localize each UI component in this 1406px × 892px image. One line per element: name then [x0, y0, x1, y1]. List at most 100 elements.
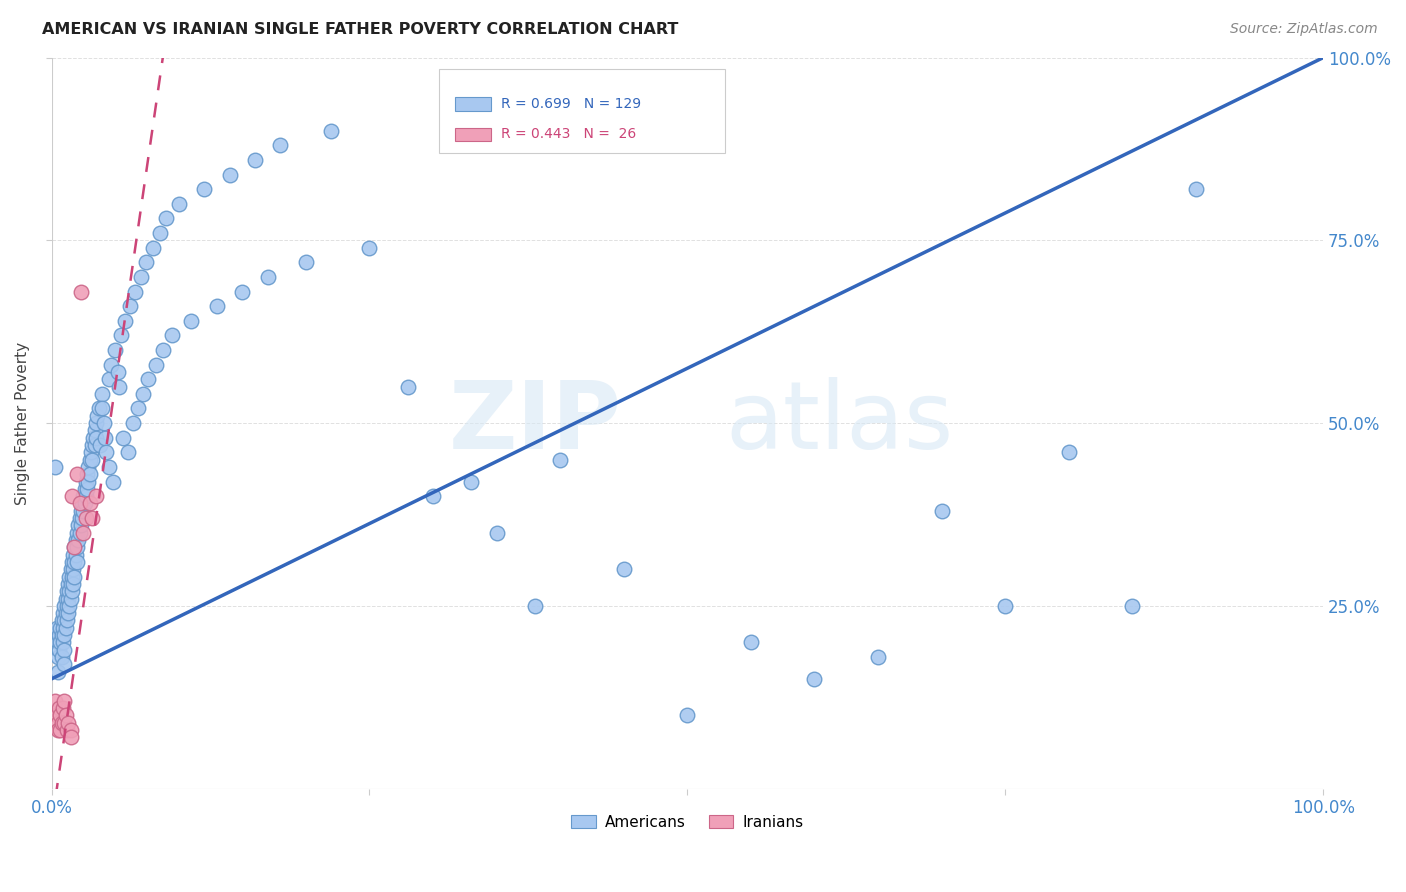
- Point: [55, 606, 77, 620]
- Point: [53, 614, 76, 628]
- Point: [84, 489, 107, 503]
- Point: [59, 731, 82, 745]
- Point: [59, 723, 82, 737]
- Point: [75, 489, 97, 503]
- Point: [104, 343, 127, 357]
- Point: [114, 314, 136, 328]
- Point: [96, 445, 118, 459]
- Point: [94, 431, 117, 445]
- Point: [75, 475, 97, 489]
- Point: [613, 562, 636, 576]
- Point: [1057, 445, 1080, 459]
- Point: [72, 504, 94, 518]
- Point: [51, 614, 73, 628]
- Point: [55, 708, 77, 723]
- Point: [46, 650, 69, 665]
- Point: [803, 672, 825, 686]
- Point: [62, 562, 84, 576]
- Point: [69, 285, 91, 299]
- Point: [60, 555, 83, 569]
- Point: [59, 577, 82, 591]
- Point: [142, 241, 165, 255]
- Point: [100, 358, 122, 372]
- Point: [44, 459, 66, 474]
- Point: [218, 168, 240, 182]
- Point: [56, 577, 79, 591]
- Point: [72, 489, 94, 503]
- Point: [548, 452, 571, 467]
- Point: [155, 211, 177, 226]
- Point: [52, 606, 75, 620]
- Point: [66, 467, 89, 482]
- Point: [82, 431, 104, 445]
- Point: [269, 138, 291, 153]
- Point: [145, 358, 167, 372]
- Point: [79, 496, 101, 510]
- Point: [56, 715, 79, 730]
- Point: [56, 591, 79, 606]
- Point: [52, 621, 75, 635]
- Point: [65, 533, 87, 547]
- Point: [89, 438, 111, 452]
- Point: [422, 489, 444, 503]
- Point: [55, 621, 77, 635]
- Point: [84, 416, 107, 430]
- Text: AMERICAN VS IRANIAN SINGLE FATHER POVERTY CORRELATION CHART: AMERICAN VS IRANIAN SINGLE FATHER POVERT…: [42, 22, 679, 37]
- Point: [60, 584, 83, 599]
- Point: [83, 438, 105, 452]
- Point: [79, 452, 101, 467]
- Point: [56, 723, 79, 737]
- Point: [129, 269, 152, 284]
- Point: [67, 533, 90, 547]
- Point: [523, 599, 546, 613]
- Point: [101, 475, 124, 489]
- Point: [58, 599, 80, 613]
- Point: [231, 285, 253, 299]
- Point: [53, 599, 76, 613]
- Point: [63, 541, 86, 555]
- Point: [53, 642, 76, 657]
- Point: [60, 489, 83, 503]
- Point: [180, 314, 202, 328]
- Point: [84, 431, 107, 445]
- Point: [132, 387, 155, 401]
- Point: [60, 569, 83, 583]
- Point: [53, 628, 76, 642]
- Point: [53, 694, 76, 708]
- Point: [46, 635, 69, 649]
- Point: [53, 715, 76, 730]
- Point: [46, 715, 69, 730]
- Point: [91, 401, 114, 416]
- Point: [70, 511, 93, 525]
- Point: [1121, 599, 1143, 613]
- Point: [52, 635, 75, 649]
- Point: [122, 416, 145, 430]
- Point: [205, 299, 228, 313]
- Point: [48, 701, 70, 715]
- Point: [69, 496, 91, 510]
- Point: [135, 255, 157, 269]
- Point: [69, 504, 91, 518]
- Point: [49, 708, 72, 723]
- Point: [56, 584, 79, 599]
- Point: [48, 642, 70, 657]
- Point: [994, 599, 1017, 613]
- Point: [56, 614, 79, 628]
- Point: [48, 628, 70, 642]
- Legend: Americans, Iranians: Americans, Iranians: [565, 808, 810, 836]
- Point: [193, 182, 215, 196]
- Point: [91, 387, 114, 401]
- Point: [69, 525, 91, 540]
- Point: [396, 379, 419, 393]
- FancyBboxPatch shape: [439, 69, 725, 153]
- Text: atlas: atlas: [725, 377, 955, 469]
- Point: [73, 496, 96, 510]
- Point: [82, 452, 104, 467]
- Point: [63, 541, 86, 555]
- FancyBboxPatch shape: [454, 97, 491, 111]
- Point: [72, 525, 94, 540]
- Point: [117, 445, 139, 459]
- Point: [124, 285, 146, 299]
- Point: [52, 701, 75, 715]
- Point: [62, 577, 84, 591]
